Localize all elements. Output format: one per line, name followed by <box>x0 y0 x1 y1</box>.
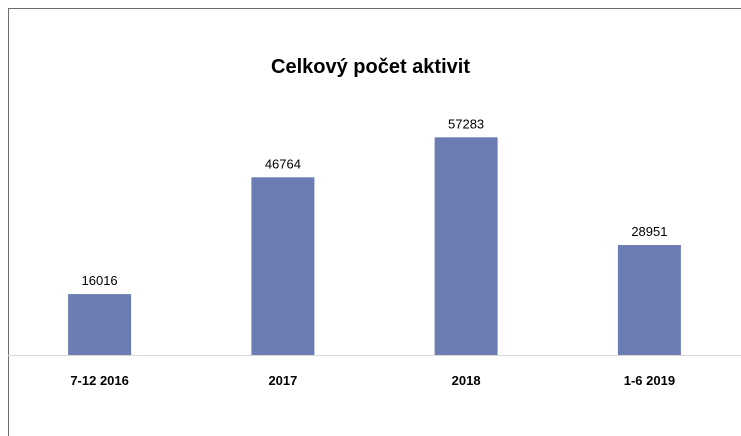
bar-2 <box>251 177 315 355</box>
category-label-2: 2017 <box>268 373 297 388</box>
category-label-1: 7-12 2016 <box>70 373 129 388</box>
chart-title: Celkový počet aktivit <box>271 56 470 78</box>
bar-4 <box>617 245 681 355</box>
chart-frame <box>8 8 741 436</box>
data-label-2: 46764 <box>265 156 301 171</box>
category-label-3: 2018 <box>452 373 481 388</box>
category-label-4: 1-6 2019 <box>624 373 675 388</box>
data-label-3: 57283 <box>448 116 484 131</box>
bar-3 <box>434 137 498 355</box>
data-label-1: 16016 <box>82 273 118 288</box>
data-label-4: 28951 <box>631 224 667 239</box>
bar-1 <box>68 294 132 355</box>
